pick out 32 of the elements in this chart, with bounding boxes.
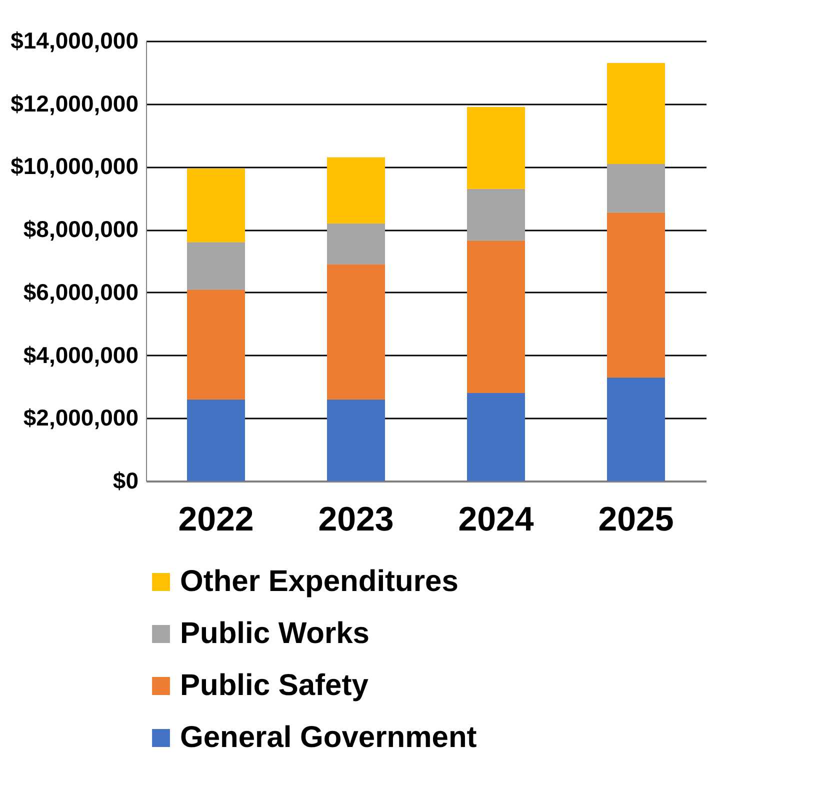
bar xyxy=(607,377,665,481)
y-tick-label: $6,000,000 xyxy=(23,278,138,305)
y-tick-label: $2,000,000 xyxy=(23,404,138,431)
bar xyxy=(187,242,245,290)
y-tick-label: $14,000,000 xyxy=(10,28,138,54)
x-tick-label: 2024 xyxy=(458,500,534,538)
bar xyxy=(187,399,245,481)
x-tick-label: 2025 xyxy=(598,500,674,538)
legend-label: Other Expenditures xyxy=(180,565,458,598)
bar xyxy=(607,212,665,378)
y-tick-label: $10,000,000 xyxy=(10,153,138,180)
bar xyxy=(607,164,665,212)
bar xyxy=(327,399,385,481)
bar xyxy=(467,393,525,481)
bar xyxy=(467,188,525,240)
bar xyxy=(467,240,525,393)
bar xyxy=(187,168,245,242)
legend-label: Public Safety xyxy=(180,669,369,702)
y-tick-label: $4,000,000 xyxy=(23,342,138,368)
bar xyxy=(467,107,525,189)
x-tick-label: 2022 xyxy=(178,500,254,538)
bar xyxy=(607,63,665,164)
x-tick-label: 2023 xyxy=(318,500,394,538)
y-tick-label: $0 xyxy=(112,468,138,494)
y-tick-label: $8,000,000 xyxy=(23,216,138,242)
y-tick-label: $12,000,000 xyxy=(10,90,138,116)
bar xyxy=(327,223,385,264)
bar xyxy=(327,157,385,224)
bar xyxy=(187,289,245,400)
legend-label: Public Works xyxy=(180,617,370,650)
legend-label: General Government xyxy=(180,721,477,754)
bar xyxy=(327,264,385,400)
